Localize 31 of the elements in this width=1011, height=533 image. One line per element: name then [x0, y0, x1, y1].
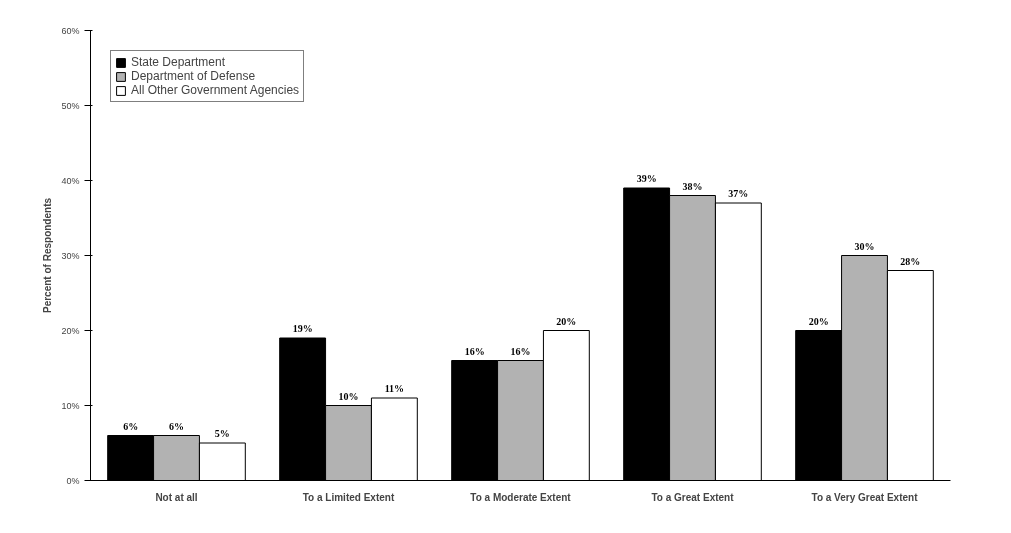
legend-label: State Department	[131, 55, 226, 69]
data-label: 10%	[338, 390, 359, 402]
data-label: 20%	[808, 315, 829, 327]
x-tick-label: To a Moderate Extent	[470, 491, 572, 503]
y-tick-label: 10%	[61, 400, 80, 411]
legend-label: All Other Government Agencies	[131, 83, 300, 97]
x-tick-label: To a Limited Extent	[302, 491, 395, 503]
data-label: 39%	[636, 173, 657, 184]
y-tick-label: 60%	[61, 25, 80, 36]
legend-label: Department of Defense	[131, 69, 256, 83]
data-label: 30%	[854, 240, 875, 252]
x-tick-label: Not at all	[155, 491, 198, 503]
data-label: 16%	[510, 345, 531, 357]
data-label: 11%	[384, 383, 405, 394]
data-label: 16%	[464, 345, 485, 357]
data-label: 5%	[214, 428, 230, 439]
y-tick-label: 20%	[61, 325, 80, 336]
data-label: 28%	[900, 255, 921, 267]
data-label: 20%	[556, 315, 577, 327]
data-label: 6%	[169, 420, 184, 432]
y-tick-label: 50%	[61, 100, 80, 111]
data-label: 37%	[728, 188, 749, 199]
data-label: 38%	[682, 180, 703, 192]
y-axis-title: Percent of Respondents	[42, 197, 54, 314]
data-label: 6%	[123, 420, 139, 432]
y-tick-label: 0%	[66, 475, 80, 486]
x-tick-label: To a Very Great Extent	[811, 491, 919, 503]
x-tick-label: To a Great Extent	[651, 491, 735, 503]
data-label: 19%	[292, 323, 313, 334]
y-tick-label: 40%	[61, 175, 80, 186]
y-tick-label: 30%	[61, 250, 80, 261]
